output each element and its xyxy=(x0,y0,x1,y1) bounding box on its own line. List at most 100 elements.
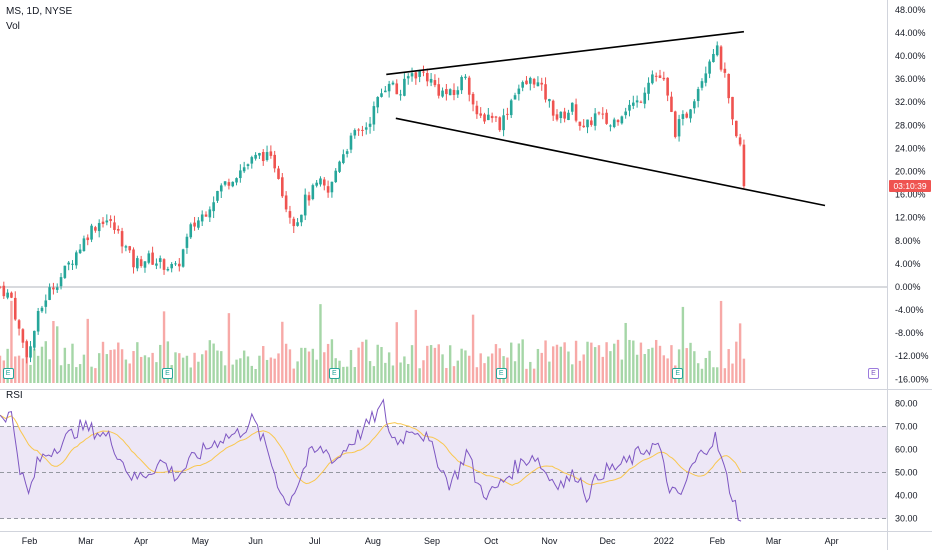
volume-bar xyxy=(162,311,166,383)
candle-body xyxy=(242,167,246,172)
time-tick-label: Aug xyxy=(365,536,381,546)
volume-bar xyxy=(429,345,433,383)
volume-bar xyxy=(277,353,280,383)
volume-bar xyxy=(487,356,490,383)
volume-bar xyxy=(227,313,231,383)
volume-bar xyxy=(555,344,559,383)
candle-body xyxy=(227,182,231,186)
volume-bar xyxy=(662,355,666,383)
event-marker-icon[interactable]: E xyxy=(868,368,879,379)
candle-body xyxy=(635,100,639,103)
candle-body xyxy=(670,96,673,112)
volume-bar xyxy=(147,357,150,383)
volume-bar xyxy=(433,347,437,383)
volume-bar xyxy=(517,343,521,383)
candle-body xyxy=(525,80,528,85)
candle-body xyxy=(208,209,212,218)
candle-body xyxy=(689,109,692,119)
volume-bar xyxy=(273,358,276,383)
candle-body xyxy=(487,114,490,121)
volume-bar xyxy=(124,359,128,383)
candle-body xyxy=(445,89,448,95)
volume-bar xyxy=(315,359,318,383)
candle-body xyxy=(250,157,254,164)
earnings-marker-icon[interactable]: E xyxy=(328,368,340,379)
candle-body xyxy=(6,292,9,298)
volume-bar xyxy=(254,368,257,383)
candle-body xyxy=(570,102,574,112)
candle-body xyxy=(605,112,608,124)
volume-bar xyxy=(185,355,189,383)
earnings-marker-icon[interactable]: E xyxy=(161,368,173,379)
candle-body xyxy=(239,170,242,179)
candle-body xyxy=(735,120,738,137)
volume-bar xyxy=(643,354,646,383)
rsi-tick-label: 70.00 xyxy=(895,422,918,432)
volume-bar xyxy=(399,362,402,383)
volume-bar xyxy=(231,364,234,383)
candle-body xyxy=(10,292,13,298)
candle-body xyxy=(36,310,40,332)
volume-bar xyxy=(681,306,685,383)
candle-body xyxy=(284,195,288,210)
volume-bar xyxy=(727,349,730,383)
volume-bars xyxy=(0,300,746,383)
volume-bar xyxy=(471,314,475,383)
price-tick-label: 0.00% xyxy=(895,282,921,292)
earnings-marker-icon[interactable]: E xyxy=(672,368,684,379)
volume-bar xyxy=(490,353,494,383)
candle-body xyxy=(311,185,315,200)
candle-body xyxy=(380,93,383,97)
volume-bar xyxy=(475,367,479,383)
volume-bar xyxy=(632,340,635,383)
earnings-marker-icon[interactable]: E xyxy=(495,368,507,379)
candle-body xyxy=(105,220,109,223)
volume-bar xyxy=(620,359,624,383)
volume-bar xyxy=(128,363,131,383)
candle-body xyxy=(548,99,551,102)
price-tick-label: 16.00% xyxy=(895,190,926,200)
candle-body xyxy=(139,259,143,267)
price-tick-label: 28.00% xyxy=(895,120,926,130)
candle-body xyxy=(212,202,215,212)
volume-bar xyxy=(94,368,97,383)
volume-bar xyxy=(559,346,563,383)
volume-bar xyxy=(567,351,570,383)
volume-bar xyxy=(6,348,9,383)
candle-body xyxy=(467,77,471,95)
volume-bar xyxy=(178,353,181,383)
volume-bar xyxy=(639,342,643,383)
candle-body xyxy=(254,154,257,159)
candle-body xyxy=(410,73,414,77)
price-tick-label: -16.00% xyxy=(895,374,929,384)
volume-bar xyxy=(361,341,364,383)
volume-bar xyxy=(109,349,112,383)
volume-bar xyxy=(654,339,658,383)
candle-body xyxy=(307,195,311,201)
candle-body xyxy=(17,320,21,329)
volume-bar xyxy=(414,309,418,383)
candle-body xyxy=(29,346,32,358)
volume-bar xyxy=(14,356,17,383)
volume-bar xyxy=(696,363,700,383)
candle-body xyxy=(609,125,612,127)
candle-body xyxy=(197,220,200,228)
candle-body xyxy=(101,221,105,225)
candle-body xyxy=(277,168,280,179)
earnings-marker-icon[interactable]: E xyxy=(2,368,14,379)
volume-bar xyxy=(422,360,425,383)
candle-body xyxy=(433,80,437,86)
candle-body xyxy=(414,72,418,79)
volume-bar xyxy=(582,354,585,383)
candle-body xyxy=(71,263,74,265)
volume-bar xyxy=(494,344,498,383)
volume-bar xyxy=(48,359,51,383)
candle-body xyxy=(178,263,181,267)
time-tick-label: Oct xyxy=(484,536,499,546)
time-tick-label: Feb xyxy=(22,536,38,546)
volume-bar xyxy=(368,361,372,383)
candle-body xyxy=(44,300,48,307)
time-tick-label: Apr xyxy=(134,536,148,546)
